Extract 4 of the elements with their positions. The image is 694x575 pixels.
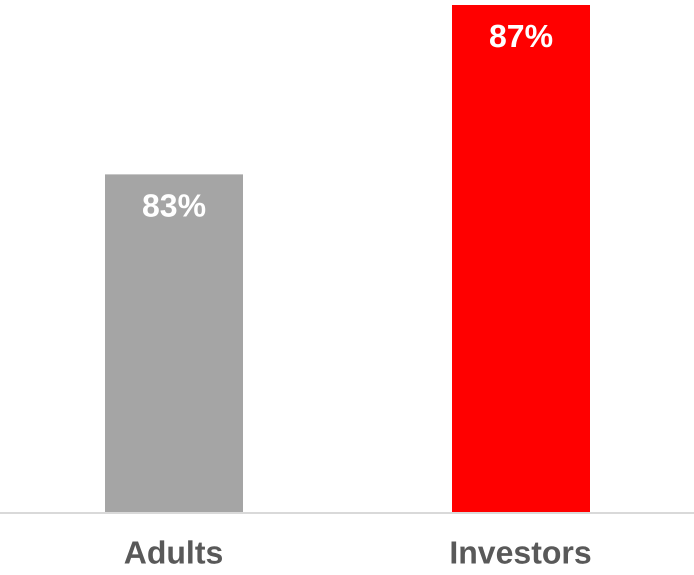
x-tick-label: Adults bbox=[124, 534, 224, 571]
data-label: 83% bbox=[142, 187, 206, 224]
data-label: 87% bbox=[488, 18, 554, 54]
x-tick-label: Investors bbox=[449, 534, 592, 571]
